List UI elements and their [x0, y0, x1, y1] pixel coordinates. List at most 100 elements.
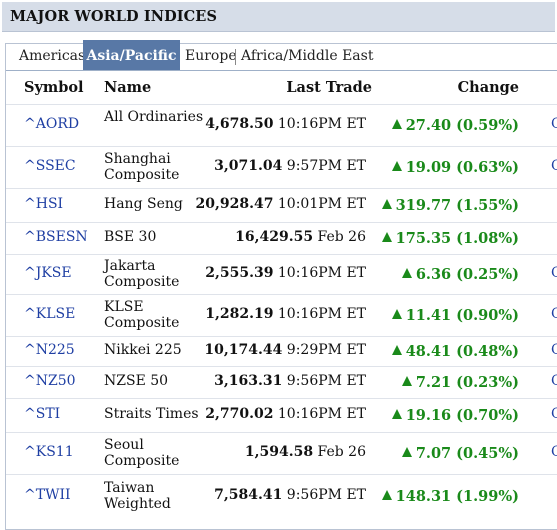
change-text: 7.07 (0.45%) [415, 445, 519, 462]
clipped-column-glyph[interactable]: C [551, 444, 557, 460]
change-value: 175.35 (1.08%) [381, 230, 519, 247]
tab-separator [235, 49, 236, 65]
last-trade-price: 1,594.58 [244, 444, 314, 460]
last-trade: 7,584.41 9:56PM ET [214, 487, 366, 503]
up-arrow-icon [401, 447, 412, 457]
index-name: Nikkei 225 [104, 342, 182, 358]
last-trade-price: 16,429.55 [235, 229, 314, 245]
col-header-name: Name [104, 79, 152, 96]
last-trade: 20,928.47 10:01PM ET [196, 196, 367, 212]
last-trade-time: 10:16PM ET [277, 406, 366, 422]
last-trade: 3,071.04 9:57PM ET [214, 158, 366, 174]
change-value: 319.77 (1.55%) [381, 197, 519, 214]
row-divider [6, 188, 557, 189]
panel-title: MAJOR WORLD INDICES [10, 8, 218, 25]
symbol-link[interactable]: ^TWII [24, 487, 71, 503]
last-trade-time: 9:56PM ET [286, 373, 366, 389]
symbol-link[interactable]: ^KLSE [24, 306, 76, 322]
change-text: 48.41 (0.48%) [405, 343, 519, 360]
tab-europe[interactable]: Europe [185, 48, 237, 64]
last-trade-time: 10:16PM ET [277, 116, 366, 132]
last-trade-time: 9:57PM ET [286, 158, 366, 174]
row-divider [6, 474, 557, 475]
change-value: 19.09 (0.63%) [391, 159, 519, 176]
tab-americas[interactable]: Americas [19, 48, 86, 64]
col-header-last-trade: Last Trade [286, 79, 372, 96]
last-trade-price: 7,584.41 [214, 487, 283, 503]
clipped-column-glyph[interactable]: C [551, 342, 557, 358]
index-name: Straits Times [104, 406, 199, 422]
symbol-link[interactable]: ^BSESN [24, 229, 88, 245]
last-trade-price: 3,163.31 [214, 373, 283, 389]
change-value: 27.40 (0.59%) [391, 117, 519, 134]
last-trade-price: 2,770.02 [205, 406, 274, 422]
row-divider [6, 366, 557, 367]
last-trade: 3,163.31 9:56PM ET [214, 373, 366, 389]
symbol-link[interactable]: ^STI [24, 406, 61, 422]
last-trade: 16,429.55 Feb 26 [235, 229, 366, 245]
clipped-column-glyph[interactable]: C [551, 406, 557, 422]
clipped-column-glyph[interactable]: C [551, 306, 557, 322]
change-value: 48.41 (0.48%) [391, 343, 519, 360]
change-value: 7.21 (0.23%) [401, 374, 519, 391]
up-arrow-icon [381, 490, 392, 500]
up-arrow-icon [391, 309, 402, 319]
title-bar: MAJOR WORLD INDICES [2, 2, 555, 32]
index-name: Seoul Composite [104, 437, 180, 469]
last-trade-time: 10:16PM ET [277, 265, 366, 281]
symbol-link[interactable]: ^N225 [24, 342, 75, 358]
change-value: 19.16 (0.70%) [391, 407, 519, 424]
row-divider [6, 432, 557, 433]
up-arrow-icon [391, 161, 402, 171]
row-divider [6, 104, 557, 105]
change-value: 7.07 (0.45%) [401, 445, 519, 462]
row-divider [6, 254, 557, 255]
up-arrow-icon [391, 409, 402, 419]
change-value: 6.36 (0.25%) [401, 266, 519, 283]
change-text: 11.41 (0.90%) [405, 307, 519, 324]
last-trade-time: Feb 26 [317, 444, 366, 460]
last-trade-price: 1,282.19 [205, 306, 274, 322]
last-trade-price: 20,928.47 [195, 196, 274, 212]
tab-africa-middle-east[interactable]: Africa/Middle East [241, 48, 374, 64]
clipped-column-glyph[interactable]: C [551, 373, 557, 389]
row-divider [6, 146, 557, 147]
up-arrow-icon [381, 232, 392, 242]
region-tabs: Americas Asia/Pacific Europe Africa/Midd… [6, 40, 557, 70]
last-trade-price: 2,555.39 [205, 265, 274, 281]
index-name: Jakarta Composite [104, 258, 180, 290]
last-trade: 4,678.50 10:16PM ET [205, 116, 366, 132]
clipped-column-glyph[interactable]: C [551, 158, 557, 174]
clipped-column-glyph[interactable]: C [551, 116, 557, 132]
index-name: Taiwan Weighted [104, 480, 171, 512]
clipped-column-glyph[interactable]: C [551, 265, 557, 281]
last-trade-time: 10:01PM ET [277, 196, 366, 212]
last-trade: 2,555.39 10:16PM ET [205, 265, 366, 281]
last-trade-price: 4,678.50 [205, 116, 274, 132]
up-arrow-icon [401, 268, 412, 278]
row-divider [6, 336, 557, 337]
last-trade: 1,282.19 10:16PM ET [205, 306, 366, 322]
change-text: 148.31 (1.99%) [395, 488, 519, 505]
symbol-link[interactable]: ^KS11 [24, 444, 74, 460]
symbol-link[interactable]: ^JKSE [24, 265, 72, 281]
last-trade: 1,594.58 Feb 26 [245, 444, 366, 460]
change-text: 7.21 (0.23%) [415, 374, 519, 391]
change-text: 175.35 (1.08%) [395, 230, 519, 247]
symbol-link[interactable]: ^SSEC [24, 158, 76, 174]
change-value: 148.31 (1.99%) [381, 488, 519, 505]
symbol-link[interactable]: ^HSI [24, 196, 64, 212]
change-value: 11.41 (0.90%) [391, 307, 519, 324]
up-arrow-icon [381, 199, 392, 209]
up-arrow-icon [391, 119, 402, 129]
tab-divider [6, 70, 557, 71]
index-name: Shanghai Composite [104, 151, 180, 183]
index-name: KLSE Composite [104, 299, 180, 331]
change-text: 319.77 (1.55%) [395, 197, 519, 214]
row-divider [6, 398, 557, 399]
symbol-link[interactable]: ^NZ50 [24, 373, 76, 389]
col-header-change: Change [457, 79, 519, 96]
tab-asia-pacific[interactable]: Asia/Pacific [83, 40, 180, 70]
symbol-link[interactable]: ^AORD [24, 116, 80, 132]
index-name: All Ordinaries [104, 109, 204, 125]
